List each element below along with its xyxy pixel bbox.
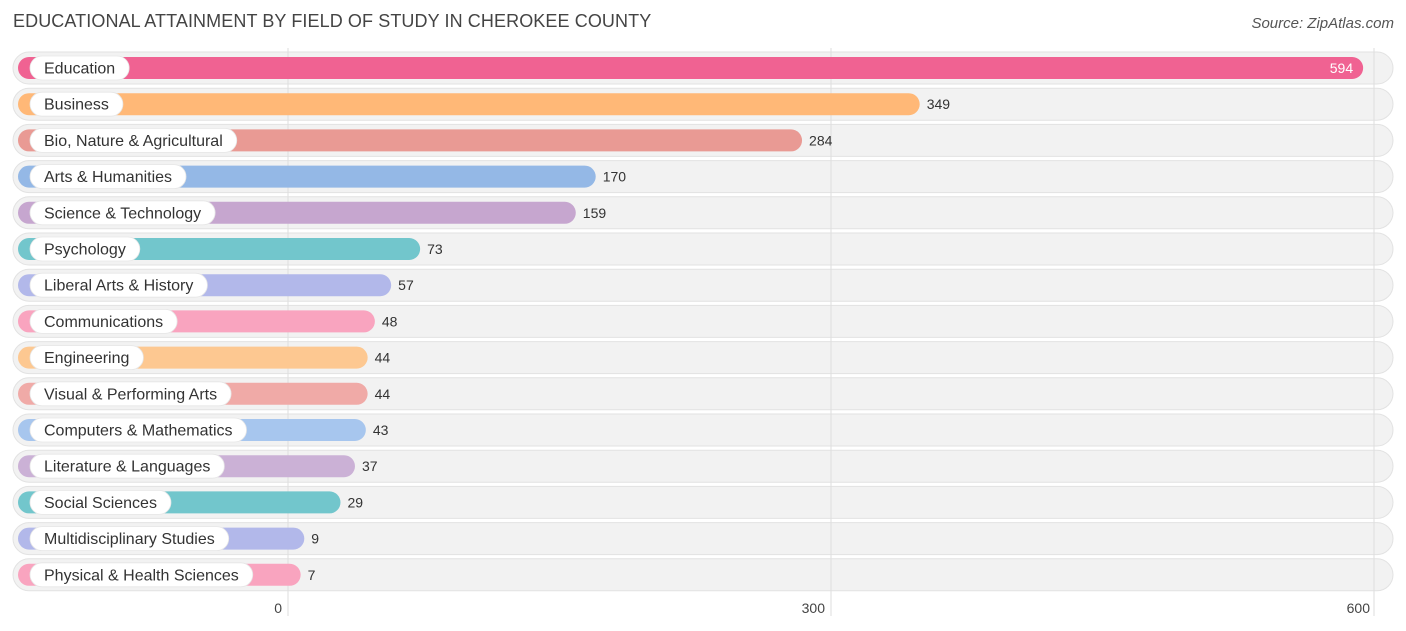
value-label: 43	[373, 422, 389, 438]
source-label: Source: ZipAtlas.com	[1251, 15, 1394, 32]
category-label-pill	[29, 127, 238, 153]
category-label: Computers & Mathematics	[44, 423, 233, 440]
chart-title: EDUCATIONAL ATTAINMENT BY FIELD OF STUDY…	[13, 11, 652, 31]
value-label: 48	[382, 313, 398, 329]
category-label: Arts & Humanities	[44, 169, 172, 186]
value-label: 7	[308, 567, 316, 583]
category-label-pill	[29, 526, 230, 551]
row-background	[12, 558, 1394, 592]
value-label: 170	[603, 169, 627, 185]
category-label-pill	[29, 562, 254, 588]
value-label: 44	[375, 350, 391, 366]
value-label: 37	[362, 458, 378, 474]
category-label: Psychology	[44, 242, 126, 259]
category-label-pill	[29, 453, 225, 479]
bar-layer: Education 594 Business 349 Bio, Nature & Agr…	[18, 55, 1364, 588]
value-label: 73	[427, 241, 443, 257]
value-label: 29	[347, 494, 363, 510]
category-label-pill	[29, 345, 144, 371]
category-label-pill	[29, 381, 232, 407]
category-label: Visual & Performing Arts	[44, 386, 217, 403]
category-label: Bio, Nature & Agricultural	[44, 133, 223, 150]
category-label: Business	[44, 97, 109, 114]
category-label-pill	[29, 489, 172, 515]
category-label: Physical & Health Sciences	[44, 567, 239, 584]
x-tick-label: 300	[802, 600, 826, 616]
value-label: 594	[1330, 60, 1354, 76]
row-background	[12, 485, 1394, 519]
category-label-pill	[29, 164, 187, 190]
category-label-pill	[29, 200, 216, 226]
category-label-pill	[29, 272, 208, 298]
category-label-pill	[29, 91, 124, 117]
value-label: 9	[311, 531, 319, 547]
value-label: 159	[583, 205, 607, 221]
value-label: 349	[927, 96, 951, 112]
bar	[18, 93, 920, 116]
x-tick-label: 600	[1347, 600, 1371, 616]
category-label: Social Sciences	[44, 495, 157, 512]
category-label: Liberal Arts & History	[44, 278, 193, 295]
category-label-pill	[29, 308, 178, 334]
category-label-pill	[29, 55, 130, 81]
row-background	[12, 522, 1394, 556]
category-label-pill	[29, 236, 141, 262]
category-label: Education	[44, 61, 115, 78]
value-label: 284	[809, 132, 833, 148]
x-tick-label: 0	[274, 600, 282, 616]
category-label-pill	[29, 417, 247, 443]
bar	[18, 57, 1364, 79]
row-background	[12, 449, 1394, 483]
category-label: Literature & Languages	[44, 459, 210, 476]
value-label: 44	[375, 386, 391, 402]
category-label: Engineering	[44, 350, 129, 367]
category-label: Communications	[44, 314, 163, 331]
category-label: Multidisciplinary Studies	[44, 531, 215, 548]
value-label: 57	[398, 277, 414, 293]
category-label: Science & Technology	[44, 205, 201, 222]
